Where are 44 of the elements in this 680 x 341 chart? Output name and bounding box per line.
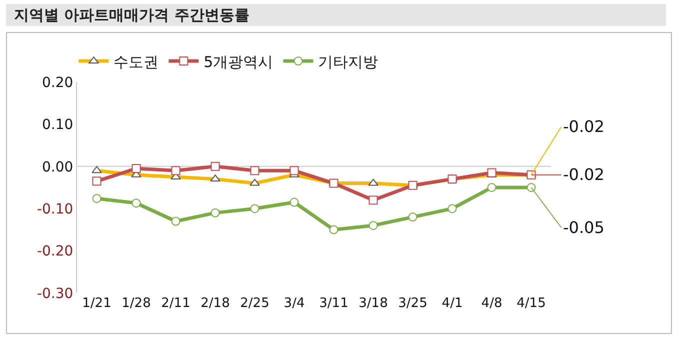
chart-title: 지역별 아파트매매가격 주간변동률: [6, 4, 666, 26]
point: [92, 194, 102, 203]
point: [290, 166, 299, 176]
point: [408, 212, 418, 222]
point: [329, 225, 338, 234]
point: [290, 198, 299, 207]
annotation: -0.05: [563, 218, 604, 237]
x-tick-label: 3/18: [358, 296, 388, 311]
point: [526, 183, 536, 192]
x-tick-label: 4/8: [481, 296, 502, 311]
point: [171, 216, 180, 226]
point: [210, 162, 220, 171]
point: [250, 166, 260, 176]
legend-label: 수도권: [114, 52, 159, 71]
y-tick-label: -0.30: [36, 286, 74, 302]
y-tick-label: 0.00: [42, 159, 74, 176]
x-tick-label: 3/25: [398, 296, 428, 311]
x-tick-label: 2/25: [240, 296, 270, 311]
x-tick-label: 1/28: [122, 296, 151, 311]
point: [132, 198, 141, 208]
x-tick-label: 3/11: [319, 296, 348, 311]
point: [368, 196, 378, 205]
point: [368, 220, 378, 230]
y-tick-label: -0.20: [36, 244, 74, 260]
y-tick-label: -0.10: [36, 202, 74, 218]
y-tick-label: 0.20: [42, 74, 74, 91]
point: [92, 176, 102, 186]
x-tick-label: 2/18: [200, 296, 230, 311]
x-tick-label: 1/21: [82, 296, 112, 311]
x-tick-label: 4/1: [442, 296, 463, 311]
point: [250, 204, 260, 214]
annotation: -0.02: [563, 165, 604, 184]
x-tick-label: 2/11: [161, 296, 190, 311]
y-tick-label: 0.10: [42, 117, 74, 134]
point: [210, 208, 220, 218]
point: [171, 166, 180, 176]
point: [487, 183, 496, 192]
point: [132, 164, 141, 174]
x-tick-label: 3/4: [284, 296, 305, 311]
annotation: -0.02: [563, 117, 604, 136]
point: [448, 204, 457, 214]
x-tick-label: 4/15: [516, 296, 546, 311]
legend-label: 기타지방: [318, 52, 378, 71]
legend-label: 5개광역시: [204, 52, 274, 71]
